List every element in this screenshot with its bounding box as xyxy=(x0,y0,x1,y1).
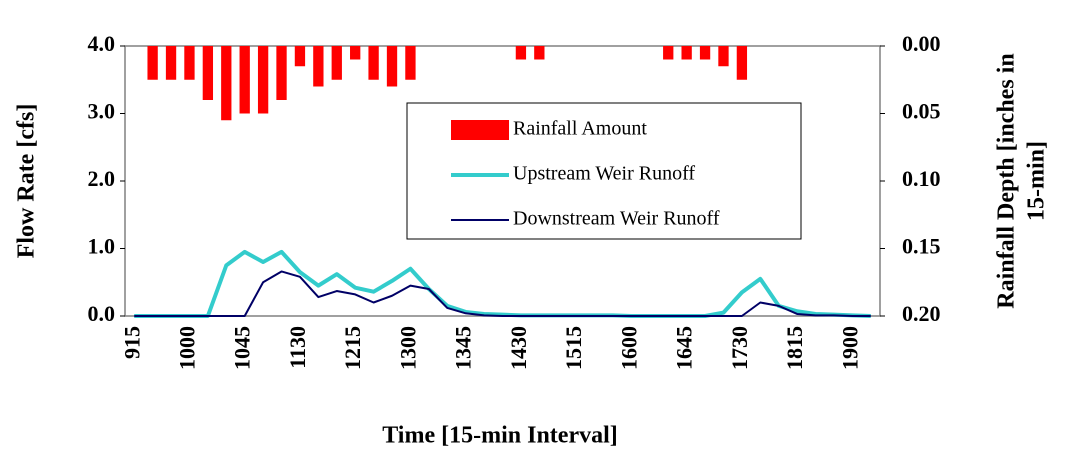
legend-swatch xyxy=(451,120,509,140)
rain-bar xyxy=(331,46,342,80)
y-axis-label: Flow Rate [cfs] xyxy=(14,104,40,259)
x-tick-label: 1345 xyxy=(451,326,476,370)
rain-bar xyxy=(718,46,729,67)
y2-axis-label: 15-min] xyxy=(1024,141,1050,221)
rain-bar xyxy=(276,46,287,100)
y-tick-label: 3.0 xyxy=(88,99,116,124)
rain-bar xyxy=(221,46,232,121)
legend-label: Rainfall Amount xyxy=(513,118,647,140)
rain-bar xyxy=(202,46,214,100)
x-tick-label: 1515 xyxy=(561,326,586,370)
rain-bar xyxy=(681,46,692,60)
rain-bar xyxy=(294,46,306,67)
rain-bar xyxy=(184,46,195,80)
y-tick-label: 0.0 xyxy=(88,301,116,326)
y2-tick-label: 0.10 xyxy=(902,166,941,191)
rain-bar xyxy=(534,46,545,60)
rain-bar xyxy=(515,46,527,60)
y2-tick-label: 0.05 xyxy=(902,99,941,124)
runoff-line xyxy=(134,249,871,318)
x-tick-label: 1730 xyxy=(727,326,752,370)
y2-tick-label: 0.20 xyxy=(902,301,941,326)
rain-bar xyxy=(736,46,748,80)
rain-bar xyxy=(663,46,674,60)
x-tick-label: 1215 xyxy=(340,326,365,370)
rain-bar xyxy=(368,46,379,80)
x-tick-label: 1000 xyxy=(174,326,199,370)
x-tick-label: 1815 xyxy=(782,326,807,370)
x-tick-label: 1430 xyxy=(506,326,531,370)
rain-bar xyxy=(165,46,177,80)
rain-bar xyxy=(239,46,250,114)
x-tick-label: 1300 xyxy=(395,326,420,370)
rain-bar xyxy=(257,46,269,114)
rain-bar xyxy=(147,46,158,80)
x-tick-label: 1130 xyxy=(285,326,310,369)
y-tick-label: 2.0 xyxy=(88,166,116,191)
x-axis-label: Time [15-min Interval] xyxy=(382,423,618,449)
y-tick-label: 1.0 xyxy=(88,234,116,259)
rain-bar xyxy=(313,46,324,87)
y2-tick-label: 0.15 xyxy=(902,234,941,259)
rain-bar xyxy=(386,46,398,87)
x-tick-label: 1900 xyxy=(837,326,862,370)
runoff-line xyxy=(134,270,871,317)
rain-bar xyxy=(699,46,711,60)
rain-bar xyxy=(405,46,416,80)
x-tick-label: 1600 xyxy=(616,326,641,370)
y2-tick-label: 0.00 xyxy=(902,31,941,56)
legend-label: Downstream Weir Runoff xyxy=(513,208,720,230)
rain-bar xyxy=(350,46,361,60)
x-tick-label: 915 xyxy=(119,326,144,359)
y-tick-label: 4.0 xyxy=(88,31,116,56)
legend-label: Upstream Weir Runoff xyxy=(513,163,695,185)
y2-axis-label: Rainfall Depth [inches in xyxy=(994,53,1020,308)
x-tick-label: 1645 xyxy=(672,326,697,370)
x-tick-label: 1045 xyxy=(230,326,255,370)
